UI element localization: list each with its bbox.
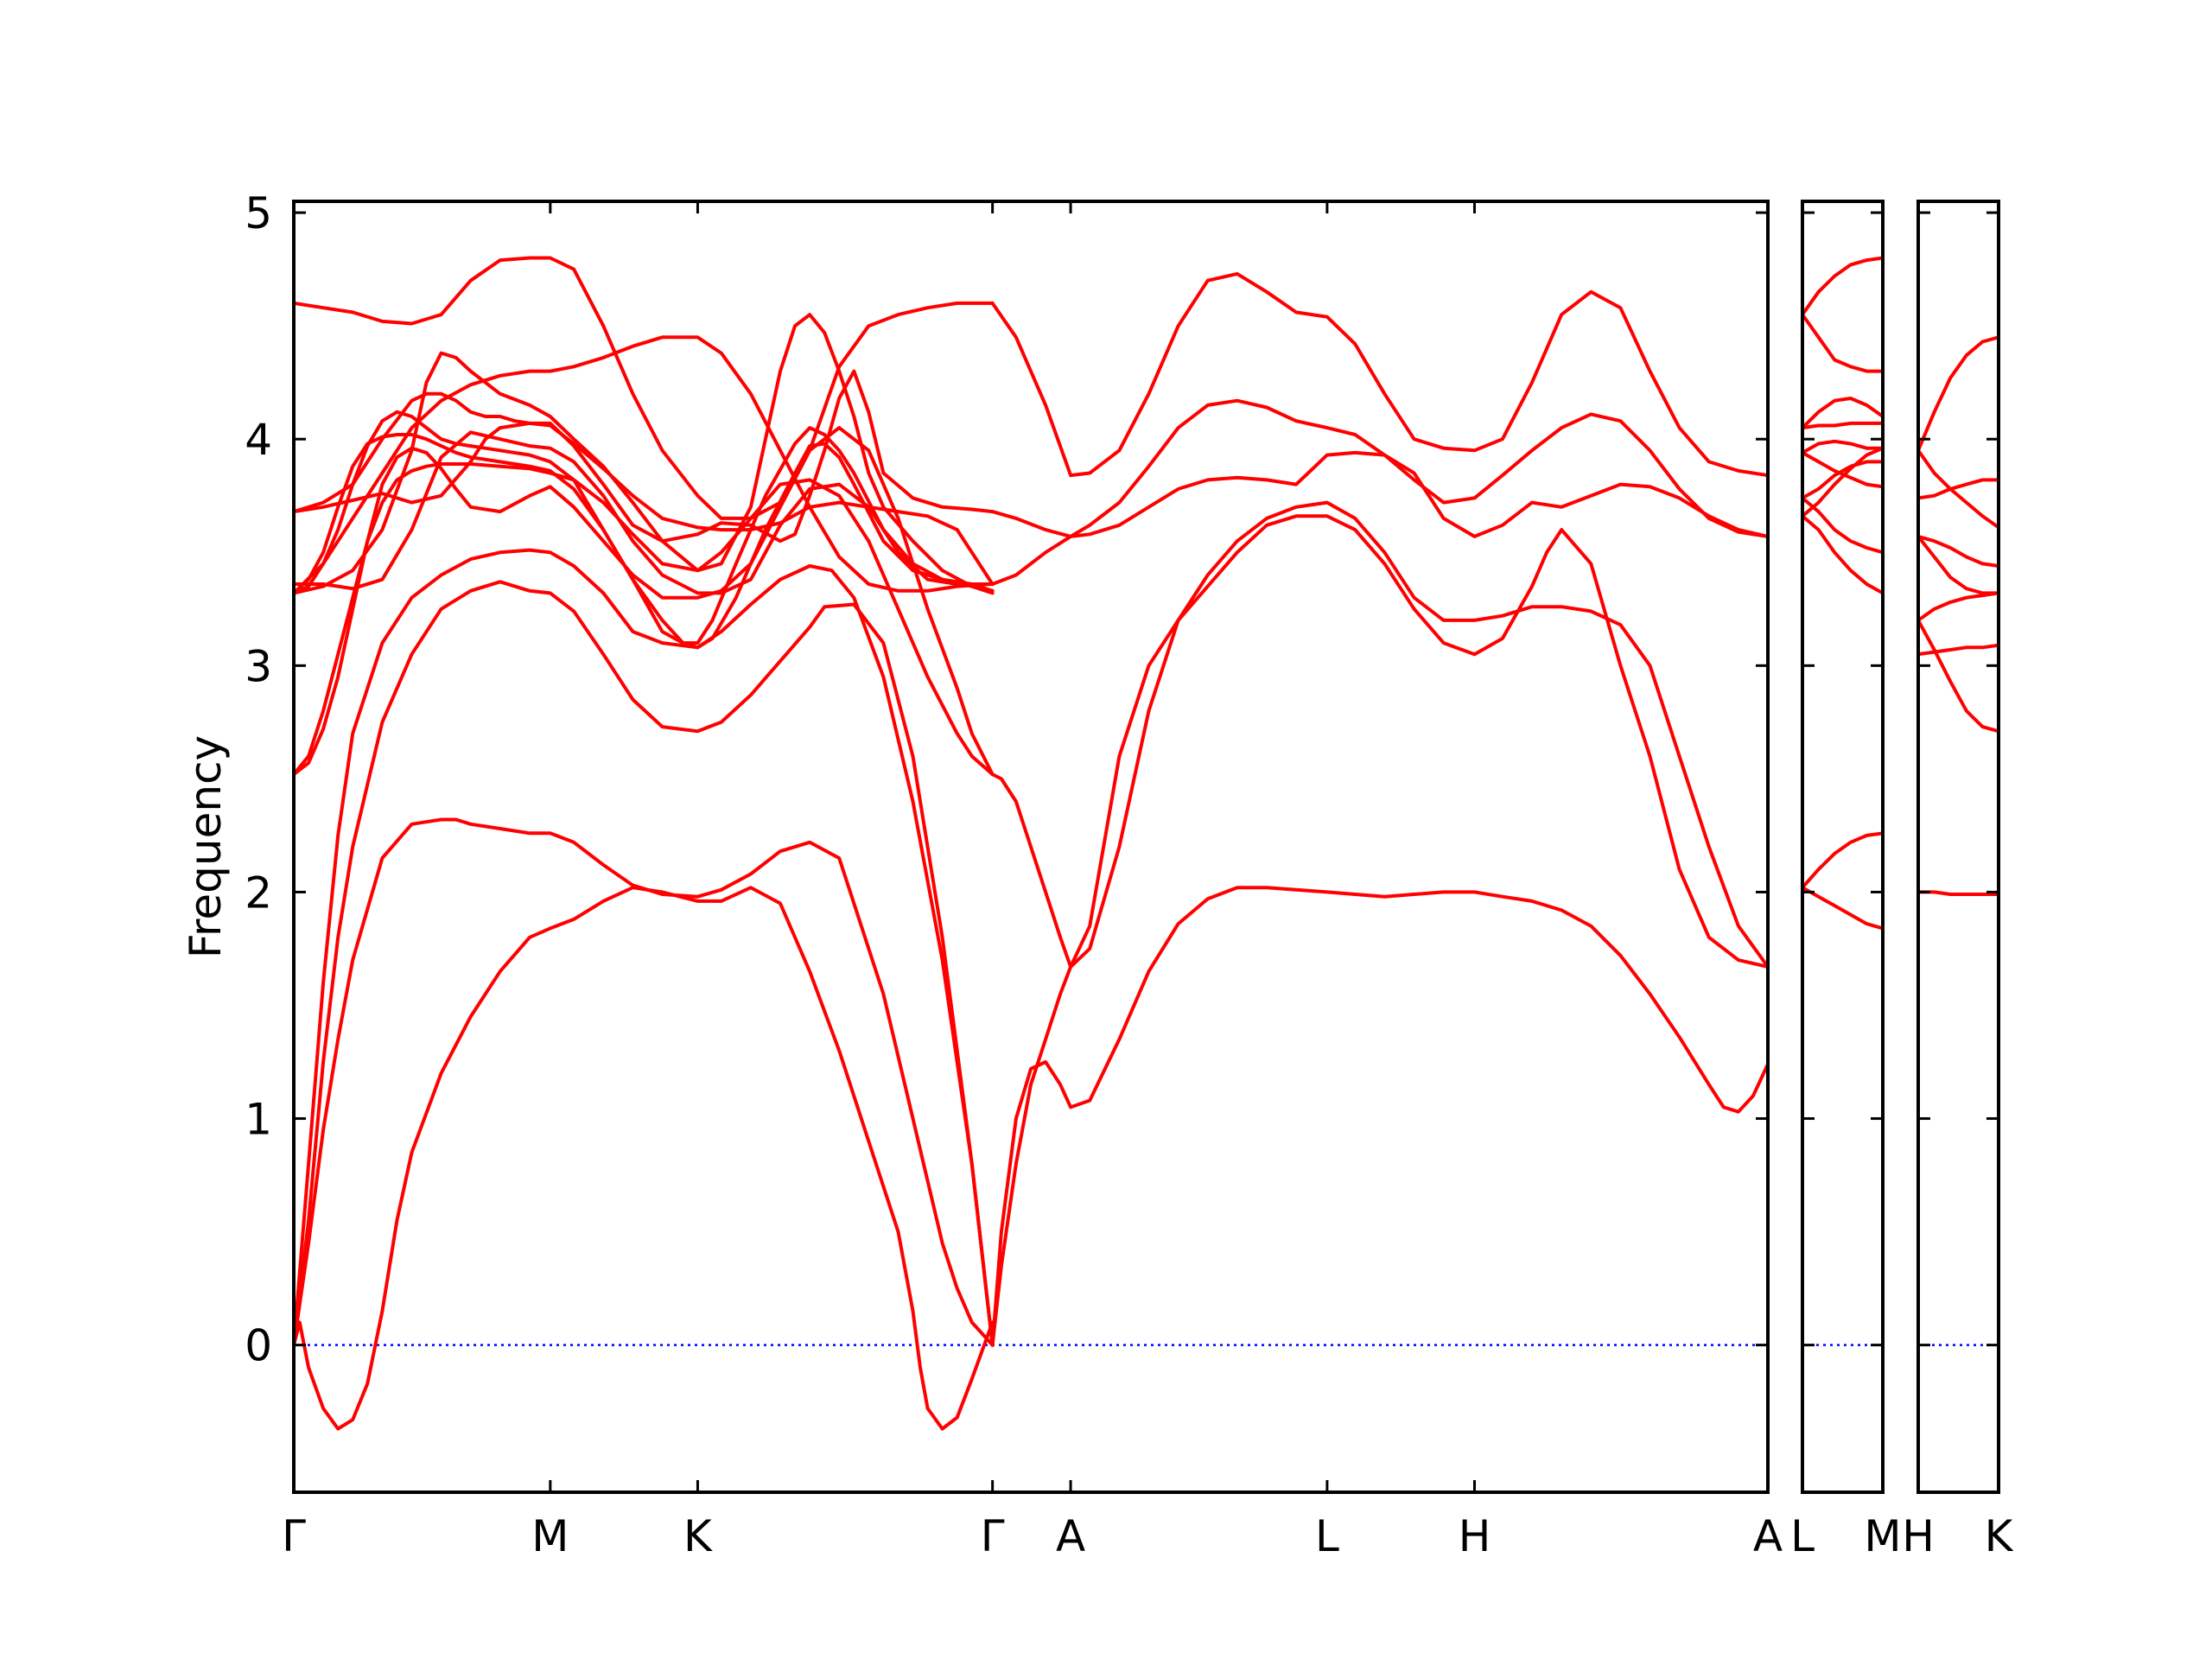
x-tick-label: A xyxy=(1753,1511,1783,1561)
band-line xyxy=(990,886,1768,1347)
x-tick-label: L xyxy=(1790,1511,1815,1561)
x-tick-label: L xyxy=(1315,1511,1339,1561)
x-tick-label: K xyxy=(683,1511,713,1561)
y-tick-label: 2 xyxy=(245,868,272,918)
band-line xyxy=(1918,591,1999,622)
band-line xyxy=(1802,256,1883,317)
band-line xyxy=(1802,514,1883,595)
band-line xyxy=(990,450,1768,538)
y-axis-label: Frequency xyxy=(181,735,231,958)
y-tick-label: 4 xyxy=(245,415,272,465)
y-tick-label: 5 xyxy=(245,188,272,238)
x-tick-label: H xyxy=(1459,1511,1491,1561)
y-tick-label: 0 xyxy=(245,1321,272,1371)
band-line xyxy=(294,369,995,543)
band-line xyxy=(294,817,995,1347)
band-line xyxy=(1918,448,1999,530)
plot-frame xyxy=(1801,200,1885,1494)
band-line xyxy=(1802,397,1883,430)
band-line xyxy=(1802,421,1883,430)
x-tick-label: M xyxy=(1864,1511,1901,1561)
band-line xyxy=(1802,446,1883,518)
band-line xyxy=(1918,478,1999,500)
band-line xyxy=(990,514,1768,1347)
band-line xyxy=(294,462,995,777)
band-line xyxy=(294,313,995,595)
band-line xyxy=(1918,643,1999,657)
x-tick-label: K xyxy=(1985,1511,2014,1561)
band-line xyxy=(1918,890,1999,896)
band-line xyxy=(294,548,995,1347)
band-line xyxy=(294,256,995,520)
band-line xyxy=(990,398,1768,586)
plot-frame xyxy=(1916,200,2000,1494)
band-line xyxy=(294,391,995,586)
band-line xyxy=(294,335,995,595)
y-tick-label: 1 xyxy=(245,1095,272,1145)
band-line xyxy=(1802,496,1883,555)
bands xyxy=(294,256,1768,1431)
band-line xyxy=(1918,534,1999,595)
band-line xyxy=(1802,313,1883,373)
x-tick-label: Γ xyxy=(981,1511,1005,1561)
band-line xyxy=(294,886,995,1431)
x-tick-label: A xyxy=(1056,1511,1085,1561)
band-line xyxy=(1802,460,1883,500)
band-line xyxy=(294,580,995,1347)
band-line xyxy=(1802,831,1883,890)
band-line xyxy=(1918,335,1999,453)
bands xyxy=(1802,256,1883,931)
y-tick-label: 3 xyxy=(245,641,272,691)
x-tick-label: H xyxy=(1902,1511,1935,1561)
y-axis: 0 1 2 3 4 5 xyxy=(245,188,272,1371)
band-line xyxy=(1802,886,1883,931)
band-line xyxy=(1918,618,1999,734)
band-line xyxy=(990,271,1768,478)
band-line xyxy=(1918,534,1999,568)
x-tick-label: M xyxy=(531,1511,569,1561)
x-tick-label: Γ xyxy=(282,1511,306,1561)
band-line xyxy=(294,410,995,645)
band-line xyxy=(1802,439,1883,454)
plot-frame xyxy=(292,200,1770,1494)
bands xyxy=(1918,335,1999,896)
band-line xyxy=(294,433,995,650)
band-line xyxy=(990,500,1768,969)
